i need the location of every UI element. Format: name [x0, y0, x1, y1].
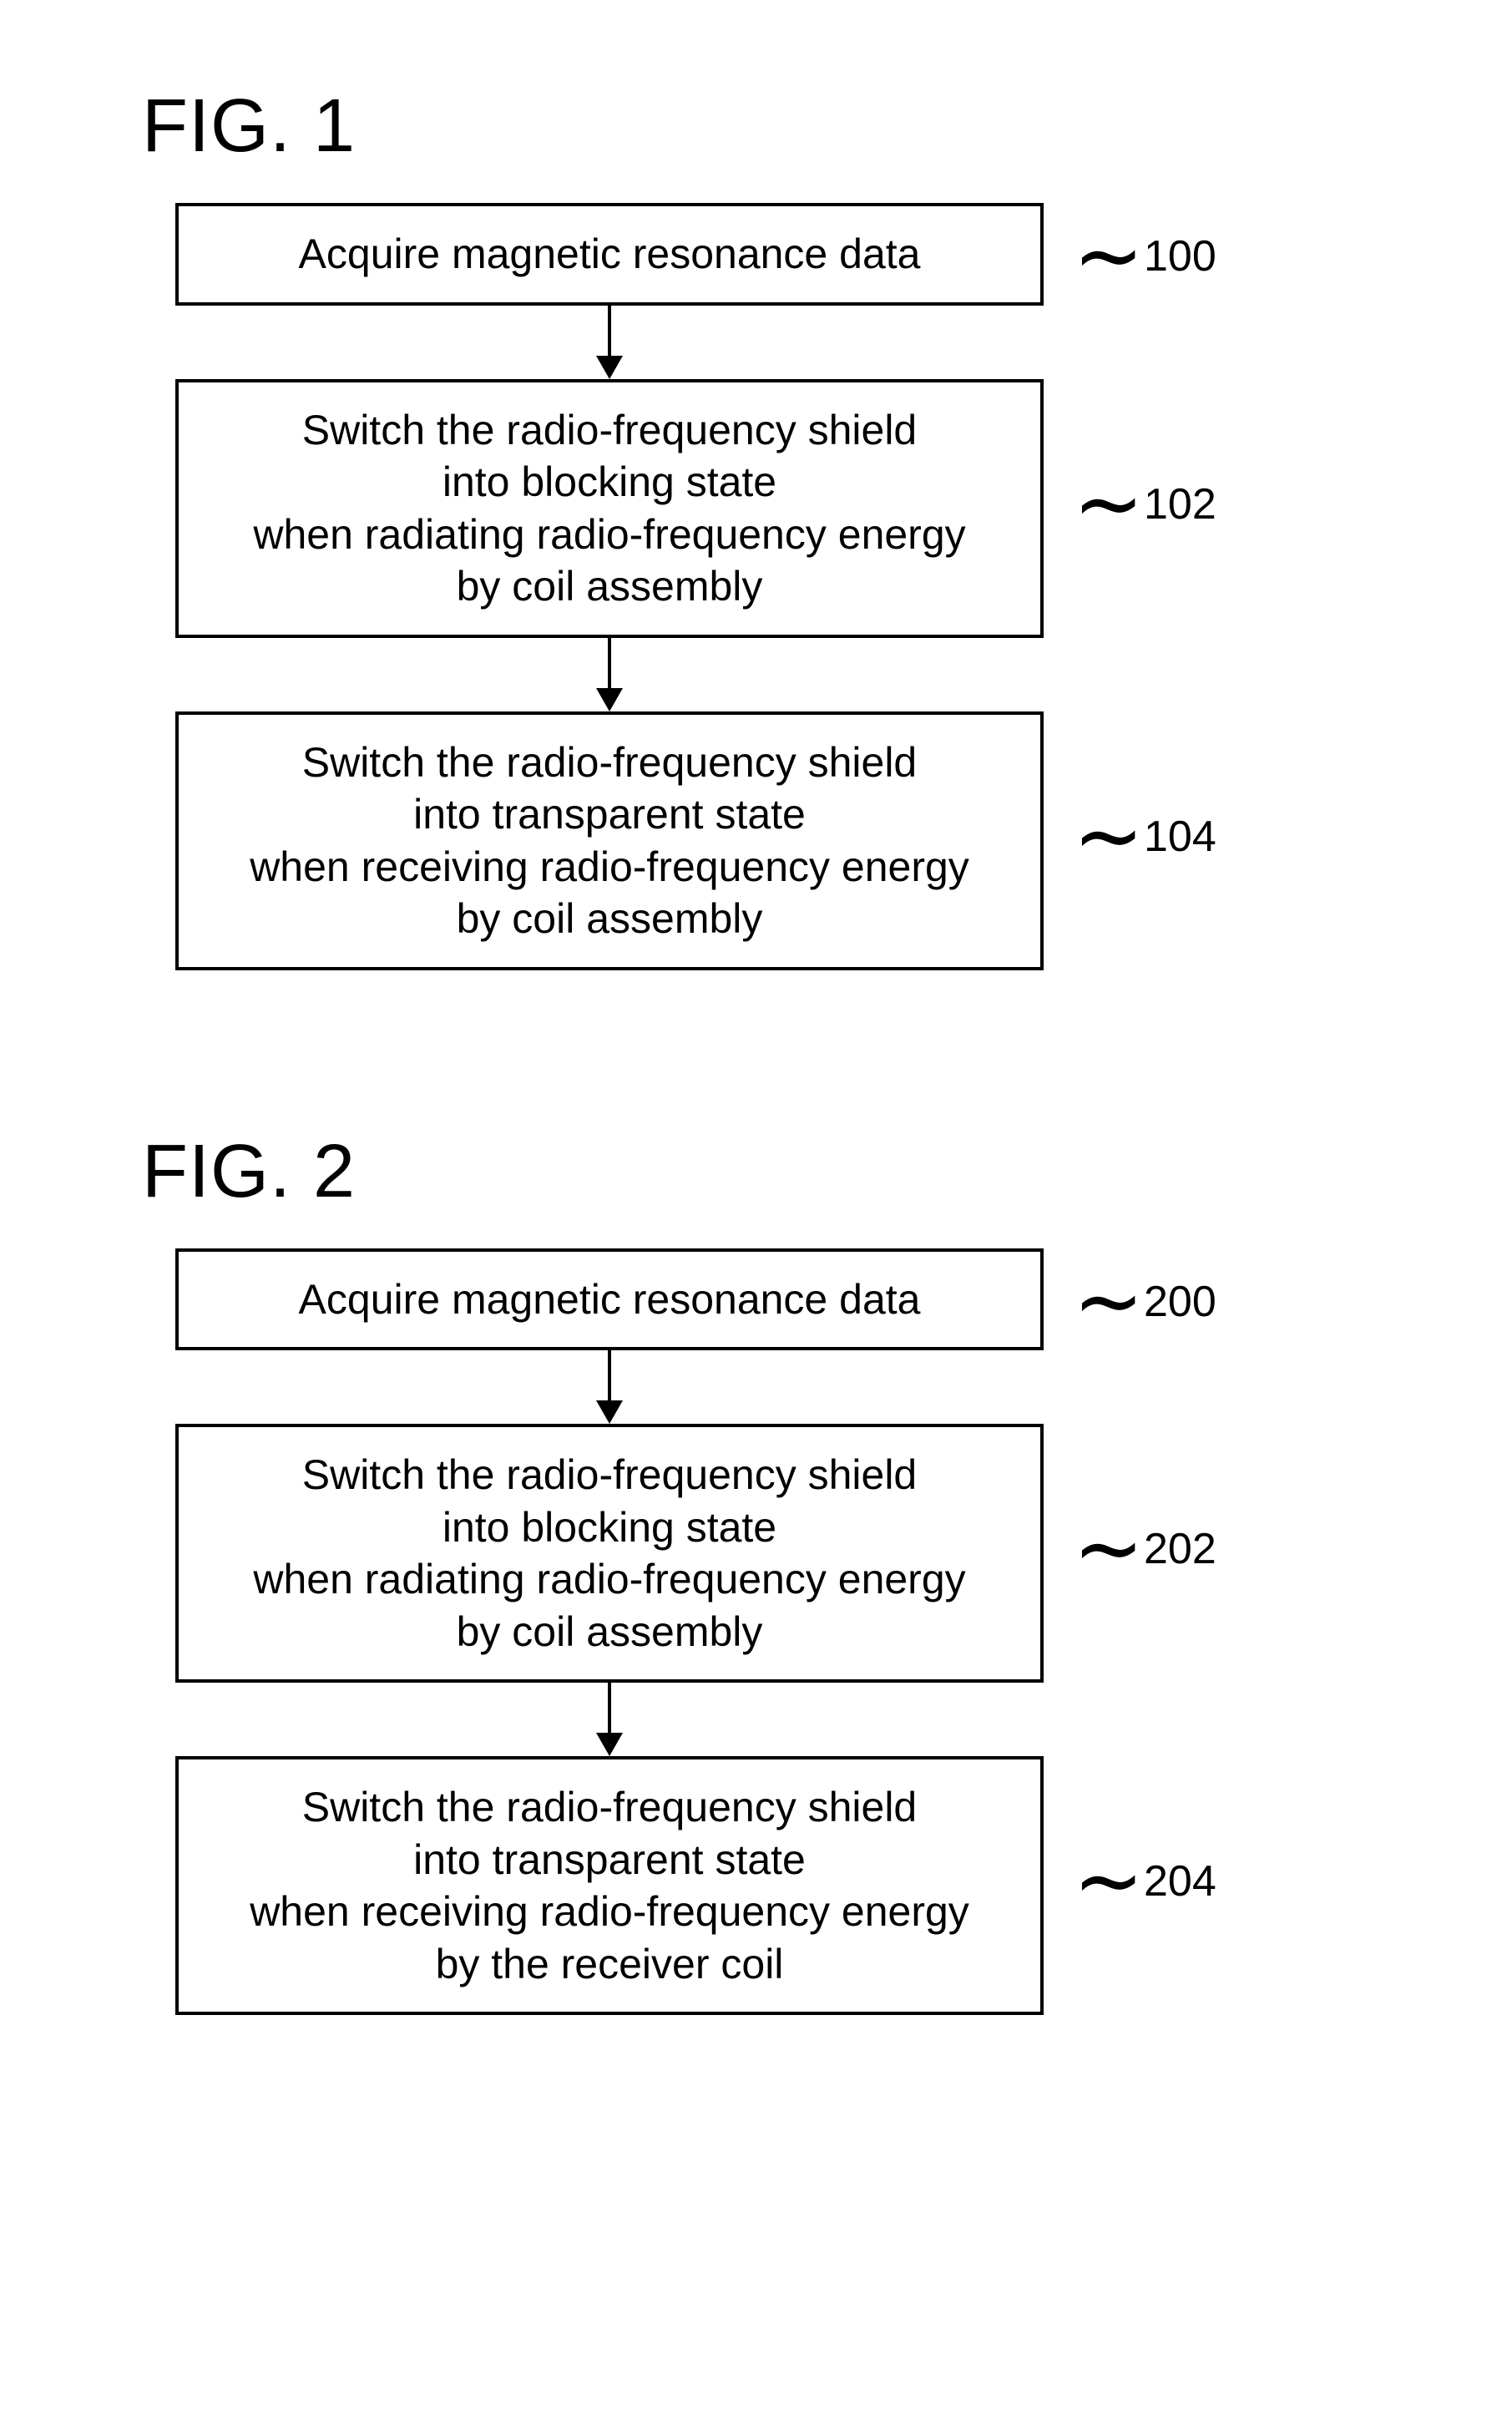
step-label: 102	[1144, 479, 1216, 529]
figure-2-step-0-wrap: Acquire magnetic resonance data ∼ 200	[175, 1248, 1044, 1351]
flow-box-text: Acquire magnetic resonance data	[299, 228, 921, 281]
arrow-shaft	[608, 1350, 611, 1402]
arrow-head-icon	[596, 1733, 623, 1756]
figure-2-step-1-wrap: Switch the radio-frequency shieldinto bl…	[175, 1424, 1044, 1683]
flow-box: Acquire magnetic resonance data	[175, 1248, 1044, 1351]
figure-1-title: FIG. 1	[142, 84, 1512, 170]
figure-gap	[142, 970, 1512, 1079]
figure-2: FIG. 2 Acquire magnetic resonance data ∼…	[142, 1129, 1512, 2016]
flow-box-text: Switch the radio-frequency shieldinto tr…	[250, 737, 969, 945]
step-label: 200	[1144, 1277, 1216, 1327]
flow-box: Switch the radio-frequency shieldinto tr…	[175, 1756, 1044, 2015]
flow-arrow	[596, 638, 623, 711]
figure-2-step-2-wrap: Switch the radio-frequency shieldinto tr…	[175, 1756, 1044, 2015]
flow-box: Switch the radio-frequency shieldinto bl…	[175, 1424, 1044, 1683]
flow-box: Switch the radio-frequency shieldinto bl…	[175, 379, 1044, 638]
arrow-shaft	[608, 306, 611, 357]
arrow-head-icon	[596, 688, 623, 711]
flow-arrow	[596, 306, 623, 379]
step-label: 204	[1144, 1856, 1216, 1906]
figure-1: FIG. 1 Acquire magnetic resonance data ∼…	[142, 84, 1512, 970]
figure-1-flow: Acquire magnetic resonance data ∼ 100 Sw…	[175, 203, 1044, 970]
step-label: 100	[1144, 231, 1216, 281]
step-label: 202	[1144, 1524, 1216, 1574]
flow-box-text: Acquire magnetic resonance data	[299, 1273, 921, 1326]
flow-box: Switch the radio-frequency shieldinto tr…	[175, 711, 1044, 970]
flow-box-text: Switch the radio-frequency shieldinto bl…	[253, 404, 965, 613]
arrow-shaft	[608, 638, 611, 690]
arrow-shaft	[608, 1683, 611, 1734]
flow-box: Acquire magnetic resonance data	[175, 203, 1044, 306]
flow-box-text: Switch the radio-frequency shieldinto bl…	[253, 1449, 965, 1658]
arrow-head-icon	[596, 356, 623, 379]
figure-1-step-0-wrap: Acquire magnetic resonance data ∼ 100	[175, 203, 1044, 306]
step-label: 104	[1144, 812, 1216, 862]
page: FIG. 1 Acquire magnetic resonance data ∼…	[0, 0, 1512, 2415]
flow-arrow	[596, 1683, 623, 1756]
figure-1-step-2-wrap: Switch the radio-frequency shieldinto tr…	[175, 711, 1044, 970]
figure-1-step-1-wrap: Switch the radio-frequency shieldinto bl…	[175, 379, 1044, 638]
figure-2-flow: Acquire magnetic resonance data ∼ 200 Sw…	[175, 1248, 1044, 2016]
flow-arrow	[596, 1350, 623, 1424]
figure-2-title: FIG. 2	[142, 1129, 1512, 1215]
arrow-head-icon	[596, 1400, 623, 1424]
flow-box-text: Switch the radio-frequency shieldinto tr…	[250, 1781, 969, 1990]
